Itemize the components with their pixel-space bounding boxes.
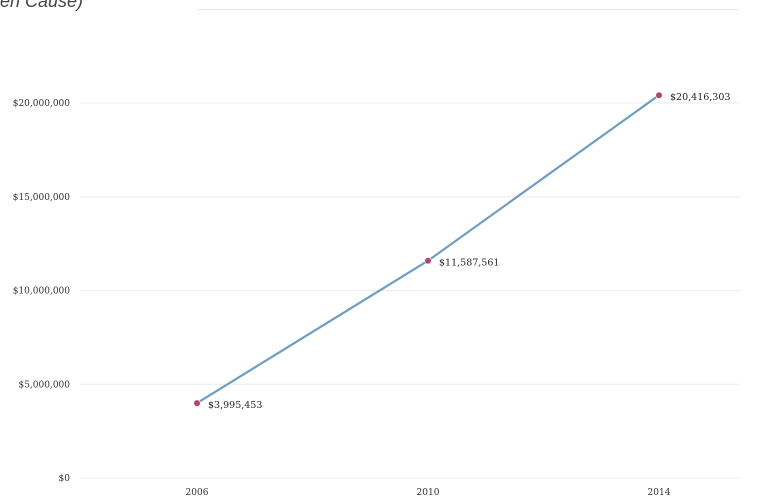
gridlines xyxy=(80,102,740,479)
data-labels: $3,995,453 $11,587,561 $20,416,303 xyxy=(208,92,730,411)
data-point[interactable] xyxy=(424,257,432,265)
series-line xyxy=(195,94,661,405)
series-group xyxy=(193,91,663,407)
x-tick-label: 2010 xyxy=(417,488,440,497)
data-label: $11,587,561 xyxy=(439,258,499,269)
data-label: $20,416,303 xyxy=(670,92,730,103)
x-axis: 2006 2010 2014 xyxy=(186,488,671,497)
header-divider xyxy=(198,9,738,10)
y-tick-label: $0 xyxy=(59,474,71,484)
y-tick-label: $20,000,000 xyxy=(13,99,71,109)
y-tick-label: $5,000,000 xyxy=(18,380,70,390)
data-point[interactable] xyxy=(655,91,663,99)
data-label: $3,995,453 xyxy=(208,400,262,411)
data-point[interactable] xyxy=(193,399,201,407)
x-tick-label: 2014 xyxy=(648,488,671,497)
y-axis: $0 $5,000,000 $10,000,000 $15,000,000 $20,00… xyxy=(13,99,71,484)
chart-caption: en Cause) xyxy=(0,0,84,11)
y-tick-label: $10,000,000 xyxy=(13,287,71,297)
x-tick-label: 2006 xyxy=(186,488,209,497)
y-tick-label: $15,000,000 xyxy=(13,193,71,203)
